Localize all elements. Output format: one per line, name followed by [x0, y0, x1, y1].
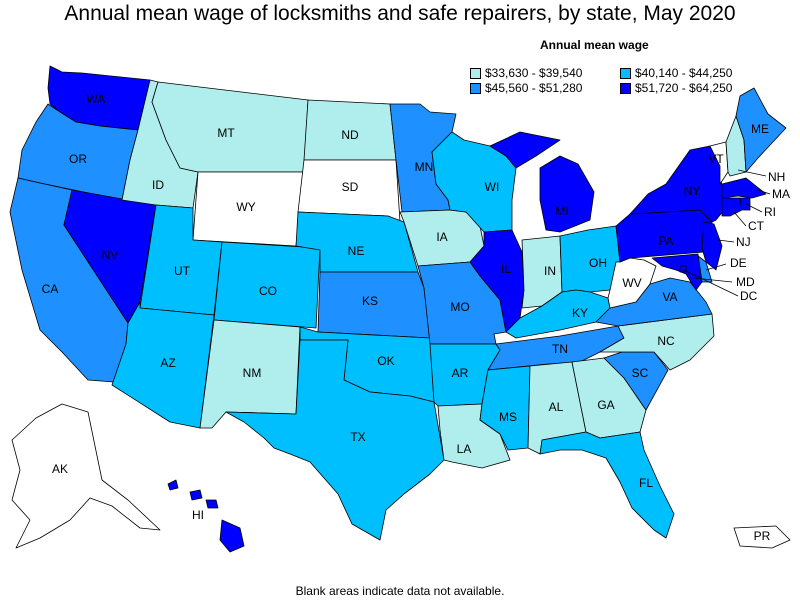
legend-swatch: [620, 67, 631, 79]
label-MA: MA: [772, 187, 790, 201]
label-CT: CT: [748, 219, 765, 233]
label-KS: KS: [362, 294, 378, 308]
state-MI[interactable]: [489, 131, 595, 233]
label-IL: IL: [501, 262, 511, 276]
label-IA: IA: [436, 230, 447, 244]
label-CO: CO: [259, 284, 277, 298]
label-LA: LA: [457, 442, 472, 456]
label-DE: DE: [730, 256, 747, 270]
label-CA: CA: [42, 282, 59, 296]
label-TX: TX: [350, 430, 365, 444]
state-VT[interactable]: [709, 141, 729, 185]
label-NM: NM: [243, 366, 262, 380]
label-NV: NV: [102, 248, 119, 262]
state-MA[interactable]: [721, 177, 767, 199]
legend-label: $45,560 - $51,280: [485, 81, 583, 95]
label-AK: AK: [52, 462, 68, 476]
state-CT[interactable]: [721, 197, 743, 217]
label-WI: WI: [485, 180, 500, 194]
label-WV: WV: [622, 276, 641, 290]
legend-item-class-1: $40,140 - $44,250: [620, 66, 732, 80]
label-OR: OR: [69, 152, 87, 166]
legend-label: $40,140 - $44,250: [635, 66, 733, 80]
territory-PR[interactable]: [733, 525, 791, 549]
label-AZ: AZ: [160, 356, 175, 370]
label-NJ: NJ: [736, 235, 751, 249]
label-DC: DC: [740, 289, 758, 303]
label-SC: SC: [632, 366, 649, 380]
legend-label: $33,630 - $39,540: [485, 66, 583, 80]
label-leader-lines: [683, 169, 771, 297]
label-HI: HI: [192, 508, 204, 522]
label-FL: FL: [639, 476, 653, 490]
state-TX[interactable]: [225, 339, 445, 541]
label-SD: SD: [342, 180, 359, 194]
state-TN[interactable]: [487, 325, 625, 371]
label-MD: MD: [736, 275, 755, 289]
state-FL[interactable]: [539, 431, 675, 539]
label-OK: OK: [377, 354, 394, 368]
label-IN: IN: [544, 264, 556, 278]
label-MO: MO: [450, 300, 469, 314]
label-MT: MT: [217, 126, 235, 140]
label-GA: GA: [597, 398, 614, 412]
label-WA: WA: [87, 92, 106, 106]
state-labels: WA OR CA NV ID MT WY UT AZ CO NM ND SD N…: [42, 92, 790, 543]
state-AK[interactable]: [11, 403, 161, 549]
map-title: Annual mean wage of locksmiths and safe …: [64, 2, 736, 25]
state-HI[interactable]: [167, 479, 245, 553]
legend-label: $51,720 - $64,250: [635, 81, 733, 95]
label-PA: PA: [658, 234, 673, 248]
label-ND: ND: [341, 128, 359, 142]
label-MN: MN: [415, 160, 434, 174]
label-NC: NC: [657, 334, 675, 348]
label-WY: WY: [236, 200, 255, 214]
label-AR: AR: [452, 366, 469, 380]
state-ME[interactable]: [735, 87, 787, 173]
state-MD[interactable]: [651, 253, 703, 291]
legend-swatch: [470, 67, 481, 79]
state-AZ[interactable]: [111, 301, 215, 429]
label-NH: NH: [768, 170, 785, 184]
label-AL: AL: [549, 400, 564, 414]
state-CO[interactable]: [213, 241, 321, 329]
label-MI: MI: [555, 204, 568, 218]
legend-item-class-0: $33,630 - $39,540: [470, 66, 582, 80]
legend-swatch: [470, 82, 481, 94]
label-OH: OH: [589, 256, 607, 270]
state-KY[interactable]: [505, 289, 611, 339]
label-ID: ID: [152, 178, 164, 192]
label-NY: NY: [684, 184, 701, 198]
label-ME: ME: [751, 122, 769, 136]
state-NJ[interactable]: [701, 221, 723, 271]
map-footnote: Blank areas indicate data not available.: [295, 584, 505, 598]
label-VA: VA: [662, 290, 677, 304]
legend-item-class-2: $45,560 - $51,280: [470, 81, 582, 95]
state-DC[interactable]: [679, 265, 687, 273]
label-UT: UT: [174, 264, 191, 278]
label-NE: NE: [348, 244, 365, 258]
label-RI: RI: [764, 205, 776, 219]
legend-title: Annual mean wage: [540, 38, 649, 52]
label-TN: TN: [552, 342, 568, 356]
label-PR: PR: [754, 529, 771, 543]
label-KY: KY: [572, 306, 588, 320]
label-VT: VT: [708, 152, 724, 166]
legend-item-class-3: $51,720 - $64,250: [620, 81, 732, 95]
label-MS: MS: [499, 410, 517, 424]
state-NC[interactable]: [599, 313, 715, 371]
legend-swatch: [620, 82, 631, 94]
